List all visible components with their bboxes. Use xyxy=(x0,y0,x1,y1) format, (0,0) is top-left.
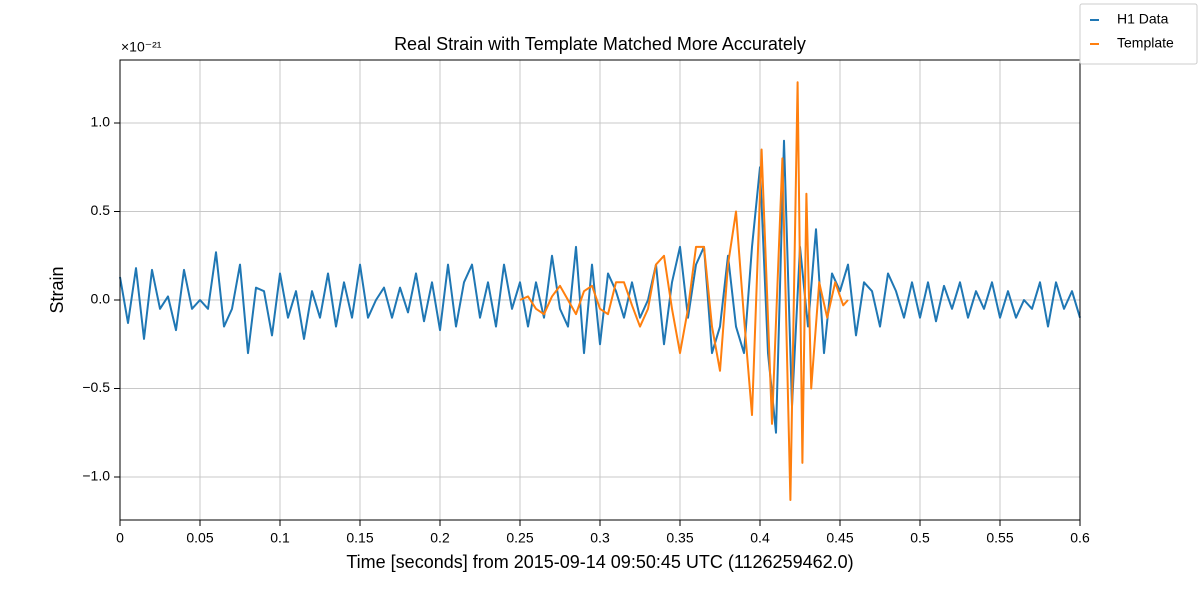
x-tick-label: 0.5 xyxy=(910,530,930,546)
legend-label: H1 Data xyxy=(1117,11,1169,27)
x-tick-label: 0.6 xyxy=(1070,530,1090,546)
y-tick-label: −0.5 xyxy=(82,379,110,395)
legend-label: Template xyxy=(1117,35,1174,51)
y-tick-label: 0.5 xyxy=(91,202,111,218)
y-tick-label: 1.0 xyxy=(91,114,111,130)
y-axis-label: Strain xyxy=(47,266,67,313)
x-axis-label: Time [seconds] from 2015-09-14 09:50:45 … xyxy=(346,552,853,572)
x-tick-label: 0.35 xyxy=(666,530,693,546)
plot-frame xyxy=(119,59,1081,521)
x-tick-label: 0.45 xyxy=(826,530,853,546)
y-tick-label: 0.0 xyxy=(91,291,111,307)
x-tick-label: 0.1 xyxy=(270,530,290,546)
series-line xyxy=(519,81,849,501)
x-tick-label: 0 xyxy=(116,530,124,546)
x-tick-label: 0.05 xyxy=(186,530,213,546)
chart-title: Real Strain with Template Matched More A… xyxy=(394,34,806,54)
x-tick-label: 0.55 xyxy=(986,530,1013,546)
y-offset-label: ×10⁻²¹ xyxy=(121,39,162,55)
series-line xyxy=(119,139,1081,434)
x-tick-label: 0.4 xyxy=(750,530,770,546)
legend: H1 Data Template xyxy=(1079,3,1198,65)
x-tick-label: 0.25 xyxy=(506,530,533,546)
y-tick-label: −1.0 xyxy=(82,468,110,484)
x-tick-label: 0.15 xyxy=(346,530,373,546)
x-tick-label: 0.2 xyxy=(430,530,450,546)
x-tick-label: 0.3 xyxy=(590,530,610,546)
legend-box xyxy=(1079,3,1198,65)
